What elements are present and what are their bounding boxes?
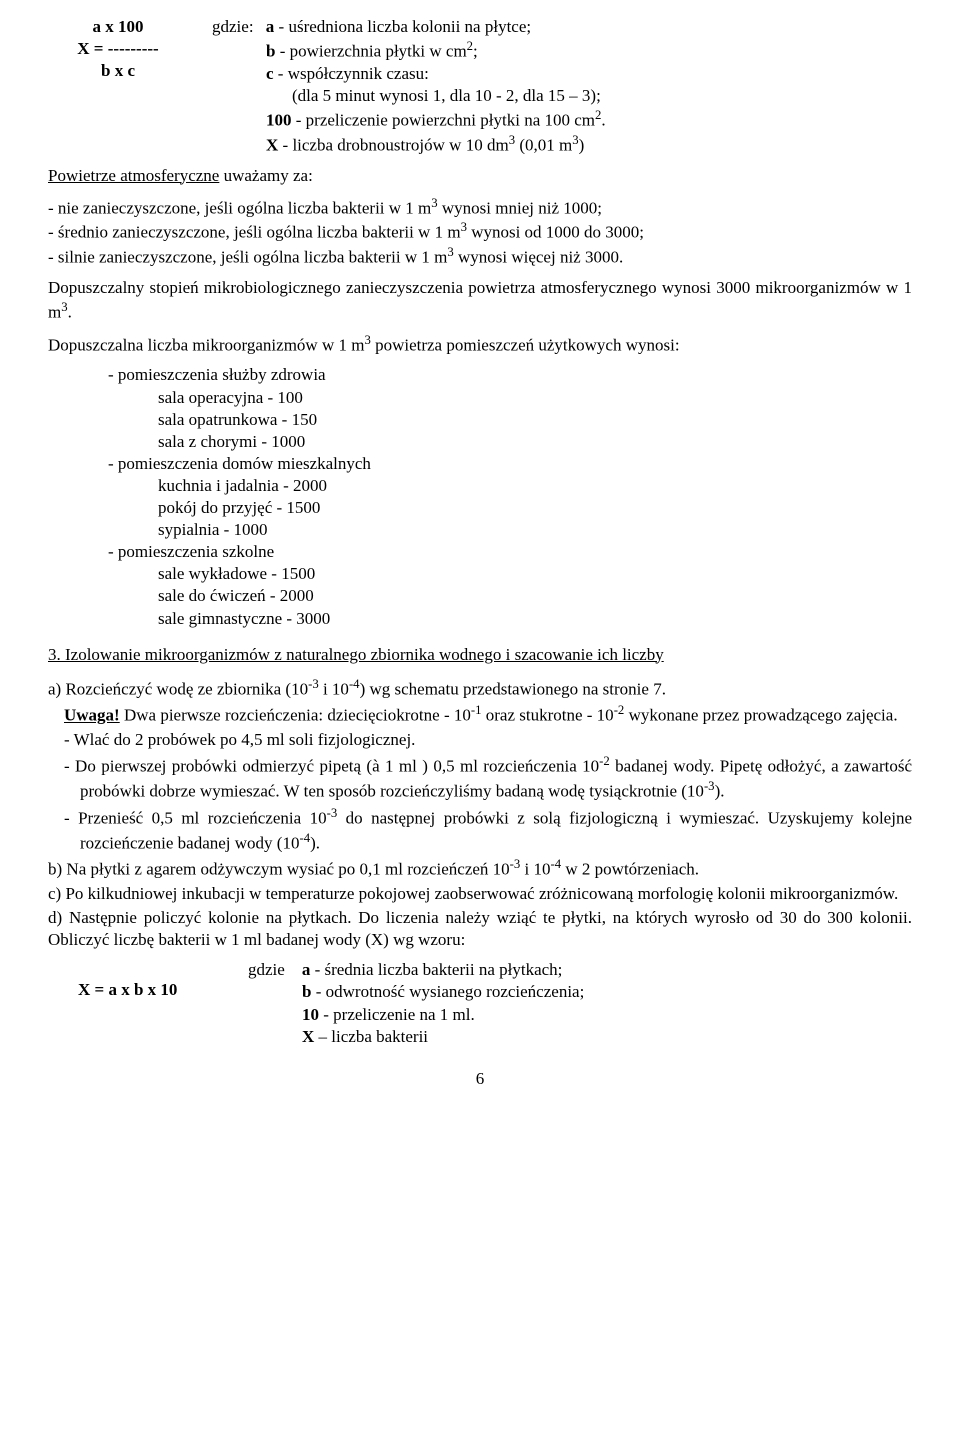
formula-block-2: X = a x b x 10 gdzie a - średnia liczba … [48, 959, 912, 1047]
uwaga-rest2: oraz stukrotne - 10 [482, 706, 614, 725]
atmo-l1b: wynosi mniej niż 1000; [438, 198, 602, 217]
rooms-r2a: kuchnia i jadalnia - 2000 [48, 475, 912, 497]
formula-denominator: b x c [48, 60, 188, 82]
f2-x: X [302, 1027, 314, 1046]
proc-pr1: - Przenieść 0,5 ml rozcieńczenia 10 [64, 808, 327, 827]
uwaga-label: Uwaga! [64, 706, 120, 725]
sup: -3 [704, 779, 715, 793]
atmo-l2a: - średnio zanieczyszczone, jeśli ogólna … [48, 223, 461, 242]
sup: -1 [471, 703, 482, 717]
section-3-title: 3. Izolowanie mikroorganizmów z naturaln… [48, 644, 912, 666]
rooms-r3c: sale gimnastyczne - 3000 [48, 608, 912, 630]
f2-a-def: - średnia liczba bakterii na płytkach; [310, 960, 562, 979]
rooms-r2c: sypialnia - 1000 [48, 519, 912, 541]
atmo-title: Powietrze atmosferyczne [48, 166, 219, 185]
proc-c: c) Po kilkudniowej inkubacji w temperatu… [48, 883, 912, 905]
def-c-line2: (dla 5 minut wynosi 1, dla 10 - 2, dla 1… [292, 86, 601, 105]
def-c: - współczynnik czasu: [274, 64, 429, 83]
atmo-l3b: wynosi więcej niż 3000. [454, 248, 624, 267]
atmo-l2: - średnio zanieczyszczone, jeśli ogólna … [48, 219, 912, 244]
rooms-h2: - pomieszczenia domów mieszkalnych [48, 453, 912, 475]
proc-pr: - Przenieść 0,5 ml rozcieńczenia 10-3 do… [48, 805, 912, 855]
page-number: 6 [48, 1068, 912, 1090]
proc-uwaga: Uwaga! Dwa pierwsze rozcieńczenia: dziec… [48, 702, 912, 727]
rooms-r2b: pokój do przyjęć - 1500 [48, 497, 912, 519]
para2a: Dopuszczalna liczba mikroorganizmów w 1 … [48, 335, 364, 354]
formula2-defs: gdzie a - średnia liczba bakterii na pły… [248, 959, 584, 1047]
proc-pr3: ). [310, 833, 320, 852]
uwaga-rest1: Dwa pierwsze rozcieńczenia: dziecięciokr… [120, 706, 471, 725]
proc-a: a) Rozcieńczyć wodę ze zbiornika (10-3 i… [48, 676, 912, 701]
proc-a1: a) Rozcieńczyć wodę ze zbiornika (10 [48, 679, 308, 698]
uwaga-rest3: wykonane przez prowadzącego zajęcia. [624, 706, 897, 725]
rooms-list: - pomieszczenia służby zdrowia sala oper… [48, 364, 912, 629]
proc-do: - Do pierwszej probówki odmierzyć pipetą… [48, 753, 912, 803]
sup: -4 [299, 831, 310, 845]
where-label: gdzie: [212, 16, 254, 38]
atmo-l3a: - silnie zanieczyszczone, jeśli ogólna l… [48, 248, 447, 267]
proc-a2: i 10 [319, 679, 349, 698]
proc-do3: ). [715, 782, 725, 801]
f2-10: 10 [302, 1005, 319, 1024]
atmo-l2b: wynosi od 1000 do 3000; [467, 223, 644, 242]
proc-b: b) Na płytki z agarem odżywczym wysiać p… [48, 856, 912, 881]
atmo-title-tail: uważamy za: [219, 166, 312, 185]
def-b: - powierzchnia płytki w cm [275, 42, 466, 61]
para-limit-atmo: Dopuszczalny stopień mikrobiologicznego … [48, 277, 912, 324]
para2b: powietrza pomieszczeń użytkowych wynosi: [371, 335, 680, 354]
para-limit-rooms: Dopuszczalna liczba mikroorganizmów w 1 … [48, 332, 912, 357]
f2-b-def: - odwrotność wysianego rozcieńczenia; [311, 982, 584, 1001]
def-x-mid: (0,01 m [515, 135, 572, 154]
sup: -4 [551, 857, 562, 871]
def-x-tail: ) [579, 135, 585, 154]
rooms-r3b: sale do ćwiczeń - 2000 [48, 585, 912, 607]
letter-100: 100 [266, 111, 292, 130]
para1b: . [68, 303, 72, 322]
def-100: - przeliczenie powierzchni płytki na 100… [292, 111, 596, 130]
def-100-tail: . [601, 111, 605, 130]
rooms-r1c: sala z chorymi - 1000 [48, 431, 912, 453]
atmo-l3: - silnie zanieczyszczone, jeśli ogólna l… [48, 244, 912, 269]
sup: -2 [599, 754, 610, 768]
proc-b2: i 10 [520, 860, 550, 879]
formula-definitions: gdzie: a - uśredniona liczba kolonii na … [188, 16, 606, 157]
proc-d: d) Następnie policzyć kolonie na płytkac… [48, 907, 912, 951]
proc-b3: w 2 powtórzeniach. [561, 860, 699, 879]
atmo-list: - nie zanieczyszczone, jeśli ogólna licz… [48, 195, 912, 269]
sup: -4 [349, 677, 360, 691]
atmo-l1: - nie zanieczyszczone, jeśli ogólna licz… [48, 195, 912, 220]
formula2-left: X = a x b x 10 [48, 959, 248, 1001]
formula2-expr: X = a x b x 10 [78, 980, 177, 999]
sup: -3 [327, 806, 338, 820]
rooms-r3a: sale wykładowe - 1500 [48, 563, 912, 585]
atmo-heading: Powietrze atmosferyczne uważamy za: [48, 165, 912, 187]
sup: -2 [614, 703, 625, 717]
para1a: Dopuszczalny stopień mikrobiologicznego … [48, 278, 912, 322]
rooms-h3: - pomieszczenia szkolne [48, 541, 912, 563]
f2-10-def: - przeliczenie na 1 ml. [319, 1005, 475, 1024]
sup: -3 [510, 857, 521, 871]
def-a: - uśredniona liczba kolonii na płytce; [274, 17, 531, 36]
formula-eq: X = --------- [48, 38, 188, 60]
formula-block-1: a x 100 X = --------- b x c gdzie: a - u… [48, 16, 912, 157]
formula-left: a x 100 X = --------- b x c [48, 16, 188, 82]
def-x: - liczba drobnoustrojów w 10 dm [278, 135, 508, 154]
letter-c: c [266, 64, 274, 83]
sup: -3 [308, 677, 319, 691]
formula-numerator: a x 100 [48, 16, 188, 38]
atmo-l1a: - nie zanieczyszczone, jeśli ogólna licz… [48, 198, 431, 217]
def-b-tail: ; [473, 42, 478, 61]
section-3-text: 3. Izolowanie mikroorganizmów z naturaln… [48, 645, 664, 664]
proc-a3: ) wg schematu przedstawionego na stronie… [360, 679, 666, 698]
proc-wl: - Wlać do 2 probówek po 4,5 ml soli fizj… [48, 729, 912, 751]
letter-x: X [266, 135, 278, 154]
rooms-h1: - pomieszczenia służby zdrowia [48, 364, 912, 386]
proc-b1: b) Na płytki z agarem odżywczym wysiać p… [48, 860, 510, 879]
where-label2: gdzie [248, 960, 285, 979]
f2-x-def: – liczba bakterii [314, 1027, 428, 1046]
proc-do1: - Do pierwszej probówki odmierzyć pipetą… [64, 757, 599, 776]
rooms-r1b: sala opatrunkowa - 150 [48, 409, 912, 431]
rooms-r1a: sala operacyjna - 100 [48, 387, 912, 409]
